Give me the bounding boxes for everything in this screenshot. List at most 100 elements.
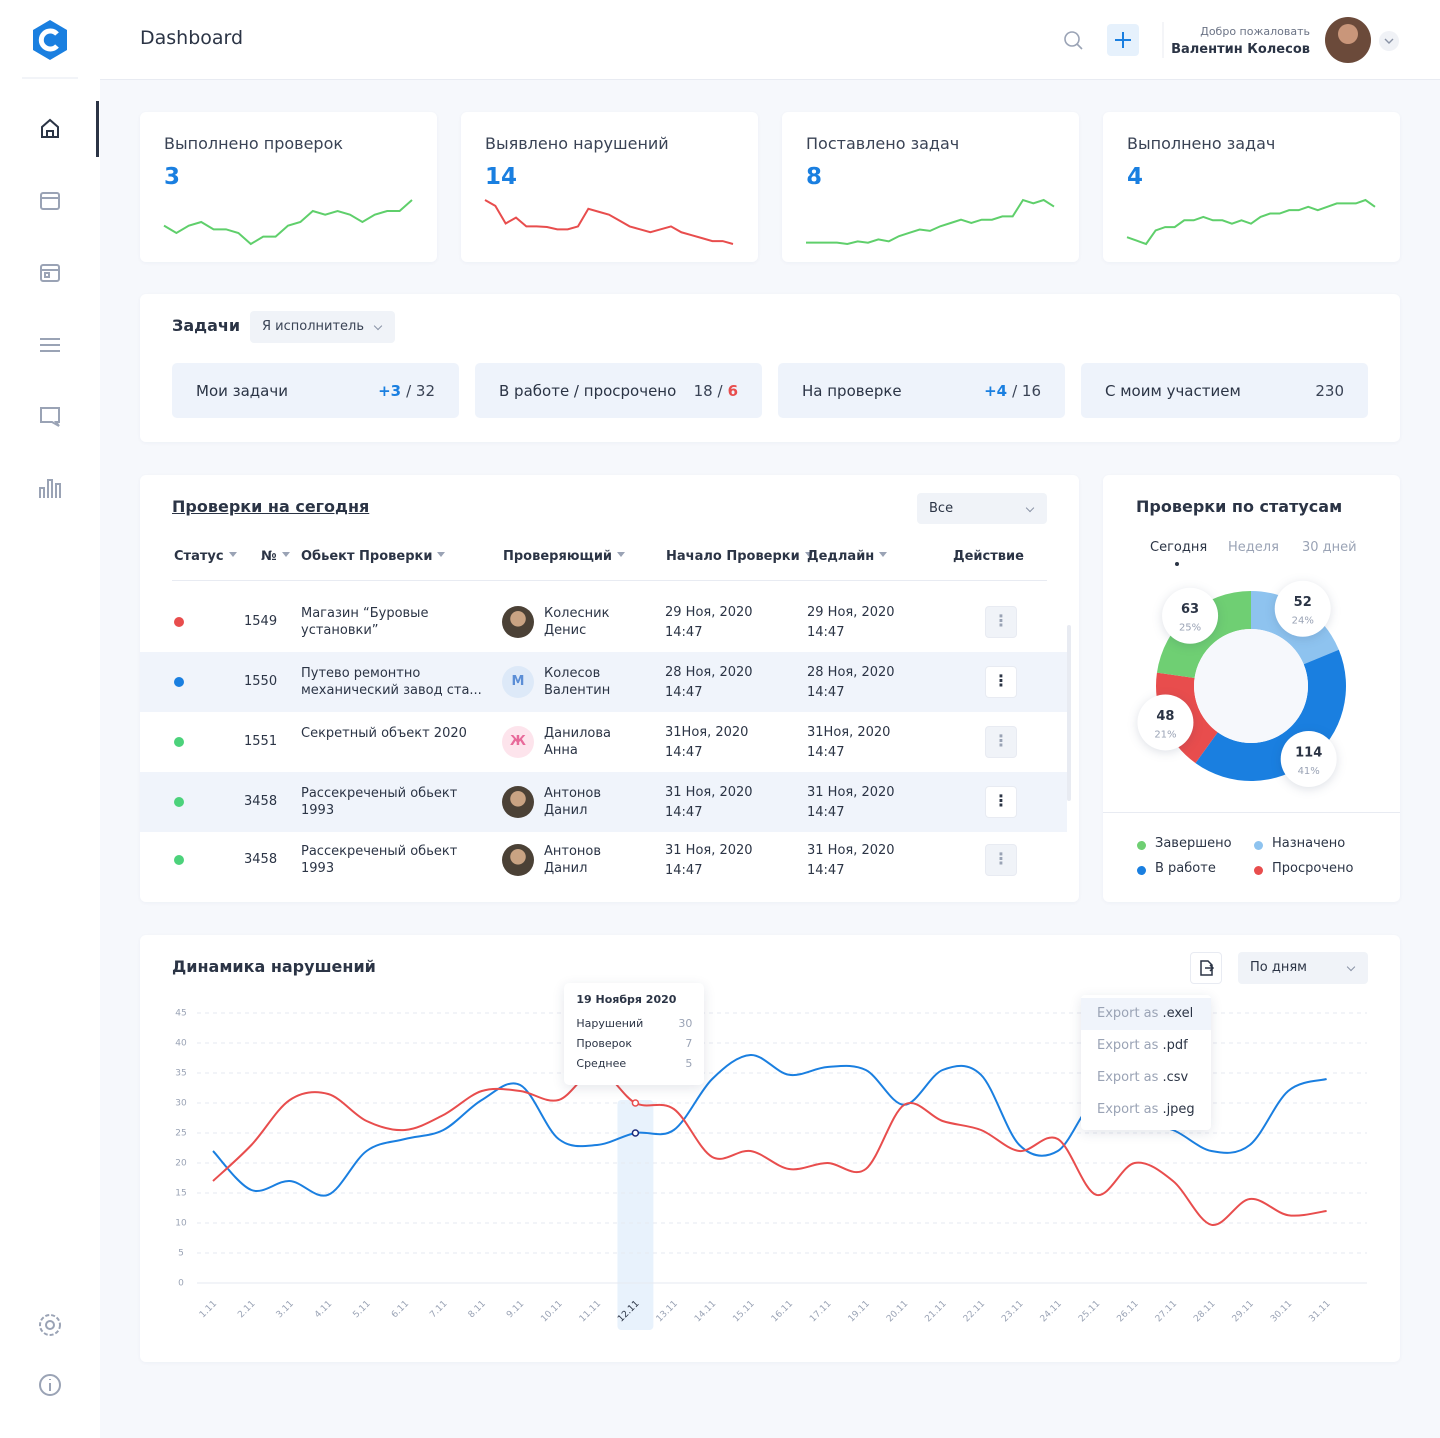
- check-object: Рассекреченый обьект 1993: [301, 844, 458, 876]
- check-id: 3458: [244, 852, 278, 867]
- user-menu[interactable]: [1379, 31, 1399, 51]
- legend-dot: [1137, 866, 1146, 875]
- deadline-date: 28 Ноя, 2020: [807, 665, 895, 680]
- legend-label: В работе: [1155, 861, 1216, 876]
- row-actions[interactable]: ⋮: [985, 606, 1017, 638]
- check-object: Секретный объект 2020: [301, 726, 467, 741]
- period-tab[interactable]: Неделя: [1228, 540, 1279, 555]
- task-label: На проверке: [802, 381, 902, 400]
- deadline-time: 14:47: [807, 685, 845, 700]
- export-prefix: Export as: [1097, 1102, 1159, 1117]
- export-button[interactable]: [1190, 952, 1222, 984]
- stat-value: 14: [485, 164, 518, 190]
- legend-dot: [1254, 841, 1263, 850]
- row-actions[interactable]: ⋮: [985, 726, 1017, 758]
- logo-mark: [38, 28, 59, 52]
- settings-icon[interactable]: [45, 1320, 55, 1330]
- checks-filter-text: Все: [929, 501, 954, 516]
- period-filter[interactable]: По дням: [1238, 952, 1368, 984]
- deadline-date: 29 Ноя, 2020: [807, 605, 895, 620]
- row-highlight: [140, 772, 1067, 832]
- legend-label: Назначено: [1272, 836, 1346, 851]
- column-header[interactable]: Обьект Проверки: [301, 549, 445, 564]
- export-prefix: Export as: [1097, 1038, 1159, 1053]
- sidebar-icons: [22, 20, 99, 1396]
- header-rule: [172, 580, 1047, 581]
- status-dot: [174, 617, 184, 627]
- export-item[interactable]: Export as .pdf: [1081, 1030, 1211, 1062]
- period-tab[interactable]: 30 дней: [1302, 540, 1357, 555]
- column-header[interactable]: Начало Проверки: [666, 549, 813, 564]
- scrollbar: [1067, 625, 1071, 801]
- tab-indicator: [1175, 562, 1179, 566]
- tasks-filter[interactable]: Я исполнитель: [250, 311, 395, 343]
- export-icon: [1200, 960, 1215, 976]
- tooltip-label: Нарушений: [576, 1017, 644, 1030]
- export-menu: Export as .exel Export as .pdf Export as .csv…: [1081, 995, 1211, 1130]
- export-item[interactable]: Export as .jpeg: [1081, 1094, 1211, 1126]
- line-card: [140, 935, 1400, 1362]
- stat-label: Поставлено задач: [806, 134, 960, 153]
- task-value: 230: [1315, 381, 1344, 400]
- check-object: Рассекреченый обьект 1993: [301, 786, 458, 818]
- column-header[interactable]: Дедлайн: [807, 549, 887, 564]
- deadline-time: 14:47: [807, 863, 845, 878]
- stat-label: Выполнено проверок: [164, 134, 344, 153]
- tooltip-title: 19 Ноября 2020: [576, 993, 677, 1006]
- status-dot: [174, 855, 184, 865]
- stat-label: Выполнено задач: [1127, 134, 1276, 153]
- legend-dot: [1137, 841, 1146, 850]
- task-tile[interactable]: С моим участием 230: [1081, 363, 1368, 418]
- export-prefix: Export as: [1097, 1006, 1159, 1021]
- stats-icon[interactable]: [39, 479, 61, 498]
- avatar: [502, 606, 534, 638]
- export-item[interactable]: Export as .csv: [1081, 1062, 1211, 1094]
- tooltip-label: Среднее: [576, 1057, 627, 1070]
- column-header[interactable]: Статус: [174, 549, 237, 564]
- active-bar: [96, 101, 99, 157]
- row-actions[interactable]: ⋮: [985, 786, 1017, 818]
- info-icon[interactable]: [39, 1374, 61, 1396]
- line-title: Динамика нарушений: [172, 957, 376, 976]
- row-actions[interactable]: ⋮: [985, 666, 1017, 698]
- start-date: 29 Ноя, 2020: [665, 605, 753, 620]
- inspector: Данилова Анна: [544, 726, 611, 758]
- task-count: 18 /6: [694, 382, 738, 400]
- check-id: 3458: [244, 794, 278, 809]
- sidebar: [0, 0, 100, 1438]
- checks-title[interactable]: Проверки на сегодня: [172, 497, 370, 516]
- task-tile[interactable]: В работе / просрочено 18 /6: [475, 363, 762, 418]
- home-icon[interactable]: [41, 118, 59, 138]
- export-item[interactable]: Export as .exel: [1081, 998, 1211, 1030]
- period-tab[interactable]: Сегодня: [1150, 540, 1208, 555]
- start-date: 31Ноя, 2020: [665, 725, 749, 740]
- check-id: 1550: [244, 674, 278, 689]
- start-time: 14:47: [665, 805, 703, 820]
- header: [100, 0, 1440, 80]
- task-value: 18 /: [693, 381, 723, 400]
- avatar: [502, 844, 534, 876]
- checks-filter[interactable]: Все: [917, 493, 1047, 524]
- list-icon[interactable]: [40, 338, 60, 352]
- deadline-date: 31 Ноя, 2020: [807, 843, 895, 858]
- page-title: Dashboard: [140, 27, 244, 49]
- row-actions[interactable]: ⋮: [985, 844, 1017, 876]
- chat-icon[interactable]: [40, 407, 60, 427]
- column-header[interactable]: №: [261, 549, 290, 564]
- column-header[interactable]: Проверяющий: [503, 549, 625, 564]
- column-header[interactable]: Действие: [953, 549, 1024, 564]
- schedule-icon[interactable]: [40, 264, 60, 282]
- tooltip-value: 5: [685, 1057, 693, 1070]
- status-dot: [174, 677, 184, 687]
- task-added: +4: [984, 381, 1008, 400]
- task-tile[interactable]: На проверке +4/ 16: [778, 363, 1065, 418]
- task-tile[interactable]: Мои задачи +3/ 32: [172, 363, 459, 418]
- row-highlight: [140, 652, 1067, 712]
- avatar: [502, 786, 534, 818]
- stat-value: 3: [164, 164, 181, 190]
- task-added: +3: [378, 381, 402, 400]
- search-icon[interactable]: [1064, 31, 1080, 47]
- export-ext: .csv: [1162, 1070, 1189, 1085]
- calendar-icon[interactable]: [40, 192, 60, 210]
